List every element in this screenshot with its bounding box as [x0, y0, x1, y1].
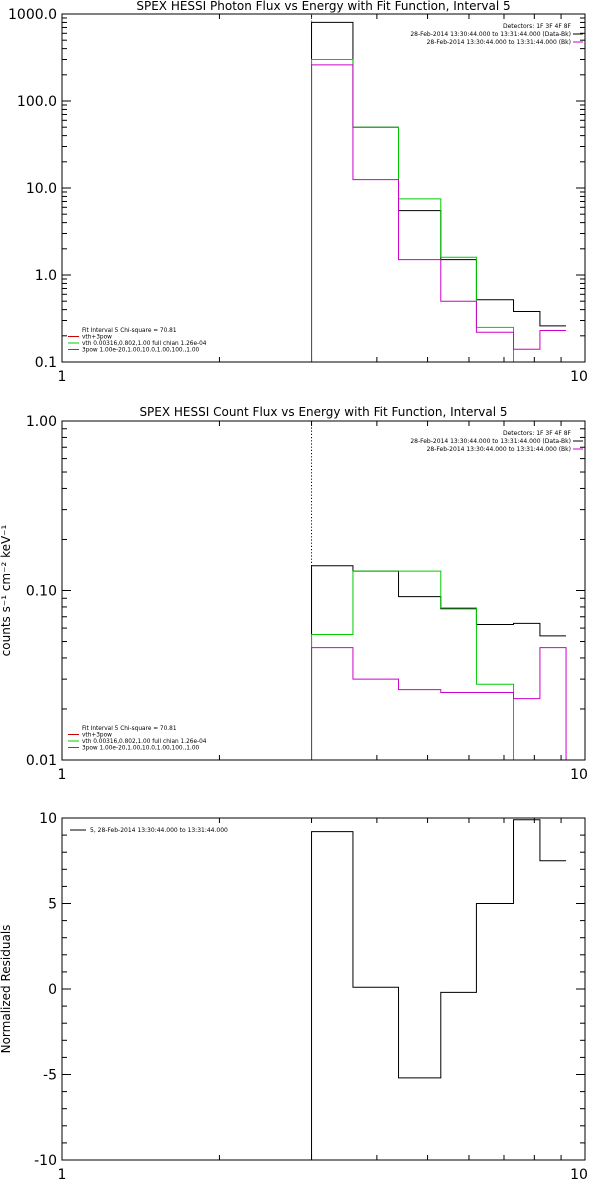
legend-top-entry: 28-Feb-2014 13:30:44.000 to 13:31:44.000…: [427, 39, 571, 46]
x-tick-label: 1: [58, 1167, 67, 1183]
legend-fit-entry: Fit Interval 5 Chi-square = 70.81: [82, 726, 177, 732]
plot-panel-3: Normalized Residuals -10 -5 0 5 10 1 10 5, 28-Fe…: [0, 811, 588, 1183]
legend-fit-entry: vth+3pow: [82, 733, 112, 739]
series-group: [311, 21, 567, 362]
y-tick-label: 10.0: [26, 181, 57, 197]
x-tick-label: 10: [570, 369, 588, 385]
plot-panel-2: SPEX HESSI Count Flux vs Energy with Fit…: [0, 405, 588, 783]
y-tick-label: 0.1: [35, 355, 57, 371]
plot-frame: [61, 420, 586, 761]
legend-top-entry: 5, 28-Feb-2014 13:30:44.000 to 13:31:44.…: [90, 827, 228, 834]
y-tick-label: 1.00: [26, 414, 57, 430]
series-line-3: [311, 64, 567, 362]
y-tick-label: 0: [48, 982, 57, 998]
plot-frame: [61, 817, 586, 1161]
y-tick-label: -10: [34, 1153, 57, 1169]
series-line-1: [311, 819, 567, 1160]
series-line-3: [311, 647, 567, 760]
legend-top-entry: 28-Feb-2014 13:30:44.000 to 13:31:44.000…: [427, 446, 571, 453]
series-line-2: [311, 58, 515, 362]
series-line-1: [311, 565, 567, 760]
y-tick-label: 0.01: [26, 753, 57, 769]
y-tick-label: 5: [48, 897, 57, 913]
chart-title: SPEX HESSI Photon Flux vs Energy with Fi…: [136, 0, 510, 13]
y-axis-label: Normalized Residuals: [0, 925, 13, 1054]
legend-fit-entry: 3pow 1.00e-20,1.00,10.0,1.00,100.,1.00: [82, 746, 200, 752]
legend-top-entry: Detectors: 1F 3F 4F 8F: [503, 430, 572, 437]
legend-fit-entry: vth+3pow: [82, 335, 112, 341]
y-tick-label: 1.0: [35, 268, 57, 284]
series-line-1: [311, 21, 567, 362]
x-tick-label: 10: [570, 767, 588, 783]
plot-panel-1: SPEX HESSI Photon Flux vs Energy with Fi…: [8, 0, 588, 385]
x-tick-label: 10: [570, 1167, 588, 1183]
y-tick-label: 10: [39, 811, 57, 827]
legend-fit-entry: 3pow 1.00e-20,1.00,10.0,1.00,100.,1.00: [82, 348, 200, 354]
series-group: [311, 819, 567, 1160]
legend-top-entry: 28-Feb-2014 13:30:44.000 to 13:31:44.000…: [410, 31, 571, 38]
chart-title: SPEX HESSI Count Flux vs Energy with Fit…: [139, 405, 507, 419]
y-tick-label: 1000.0: [8, 7, 57, 23]
legend-top-entry: 28-Feb-2014 13:30:44.000 to 13:31:44.000…: [410, 438, 571, 445]
legend-fit-entry: Fit Interval 5 Chi-square = 70.81: [82, 328, 177, 334]
y-axis-label: counts s⁻¹ cm⁻² keV⁻¹: [0, 524, 13, 656]
x-tick-label: 1: [58, 369, 67, 385]
legend-top-entry: Detectors: 1F 3F 4F 8F: [503, 23, 572, 30]
y-tick-label: 0.10: [26, 584, 57, 600]
legend-fit-entry: vth 0.00316,0.802,1.00 full chian 1.26e-…: [82, 739, 207, 745]
legend-fit-entry: vth 0.00316,0.802,1.00 full chian 1.26e-…: [82, 341, 207, 347]
x-tick-label: 1: [58, 767, 67, 783]
series-group: [311, 565, 567, 760]
y-tick-label: -5: [43, 1068, 57, 1084]
y-tick-label: 100.0: [17, 94, 57, 110]
series-line-2: [311, 570, 515, 760]
plot-frame: [61, 13, 586, 363]
